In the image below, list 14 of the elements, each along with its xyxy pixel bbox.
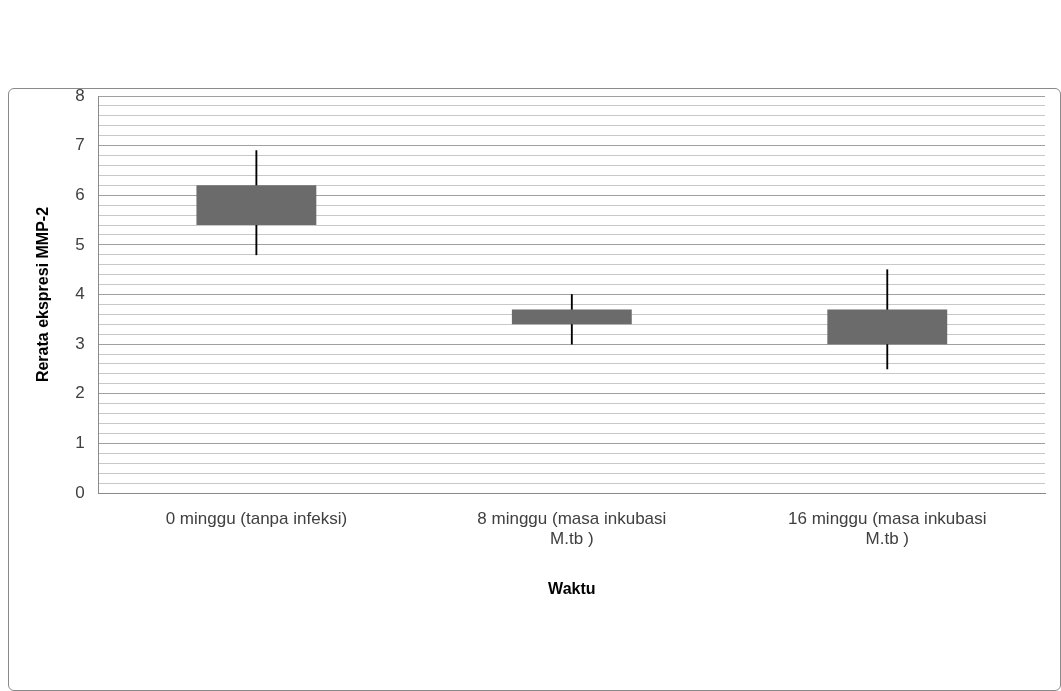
x-axis-title: Waktu <box>548 579 596 597</box>
y-tick-label: 8 <box>75 85 85 105</box>
y-tick-label: 6 <box>75 184 85 204</box>
y-tick-label: 4 <box>75 284 85 304</box>
y-tick-label: 2 <box>75 383 85 403</box>
y-tick-label: 7 <box>75 135 85 155</box>
y-tick-label: 3 <box>75 333 85 353</box>
x-tick-label: 0 minggu (tanpa infeksi) <box>165 508 348 528</box>
y-tick-label: 0 <box>75 482 85 502</box>
x-tick-label: 8 minggu (masa inkubasi M.tb ) <box>477 508 667 549</box>
y-tick-label: 5 <box>75 234 85 254</box>
x-tick-label: 16 minggu (masa inkubasi M.tb ) <box>788 508 987 549</box>
y-tick-label: 1 <box>75 433 85 453</box>
y-axis-title: Rerata ekspresi MMP-2 <box>34 206 52 383</box>
